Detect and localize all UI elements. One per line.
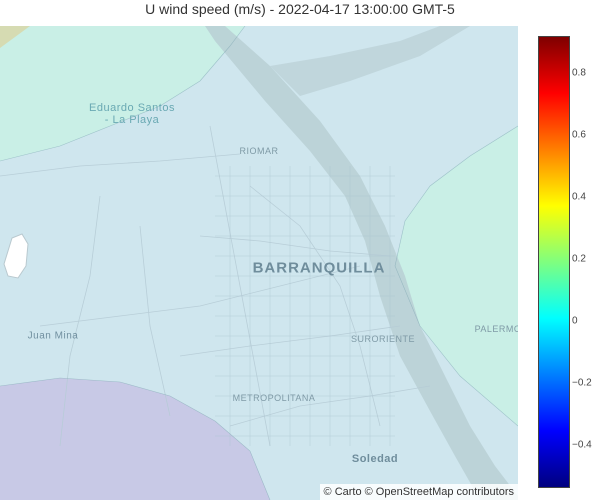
- colorbar-tick-label: −0.4: [572, 439, 592, 451]
- contour-band-pale-cyan-top: [0, 26, 245, 161]
- label-metropolitana: METROPOLITANA: [232, 393, 316, 403]
- map-area[interactable]: Eduardo Santos - La Playa RIOMAR BARRANQ…: [0, 26, 518, 500]
- contour-band-pale-cyan-right: [395, 126, 518, 426]
- map-basemap: [0, 26, 518, 500]
- lagoon: [3, 233, 29, 279]
- label-suroriente: SURORIENTE: [350, 334, 416, 344]
- label-juan-mina: Juan Mina: [27, 330, 79, 342]
- label-riomar: RIOMAR: [239, 146, 279, 156]
- map-attribution: © Carto © OpenStreetMap contributors: [319, 484, 518, 500]
- colorbar: [538, 36, 570, 488]
- colorbar-tick-label: 0.4: [572, 191, 586, 203]
- label-eduardo-santos-line2: - La Playa: [104, 114, 160, 126]
- colorbar-tick-label: 0.6: [572, 129, 586, 141]
- colorbar-tick-label: 0: [572, 315, 578, 327]
- label-barranquilla: BARRANQUILLA: [252, 259, 386, 277]
- contour-band-lavender: [0, 378, 270, 500]
- contour-band-khaki: [0, 26, 30, 48]
- contour-lines: [0, 26, 518, 500]
- colorbar-tick-label: 0.8: [572, 67, 586, 79]
- river-branch: [270, 26, 470, 96]
- colorbar-tick-label: −0.2: [572, 377, 592, 389]
- label-eduardo-santos: Eduardo Santos - La Playa: [89, 102, 175, 126]
- river-magdalena: [205, 26, 518, 500]
- label-palermo: PALERMO: [474, 324, 518, 334]
- label-eduardo-santos-line1: Eduardo Santos: [89, 102, 175, 114]
- street-grid: [215, 166, 395, 446]
- colorbar-tick-label: 0.2: [572, 253, 586, 265]
- chart-title: U wind speed (m/s) - 2022-04-17 13:00:00…: [145, 1, 455, 17]
- label-soledad: Soledad: [351, 453, 399, 465]
